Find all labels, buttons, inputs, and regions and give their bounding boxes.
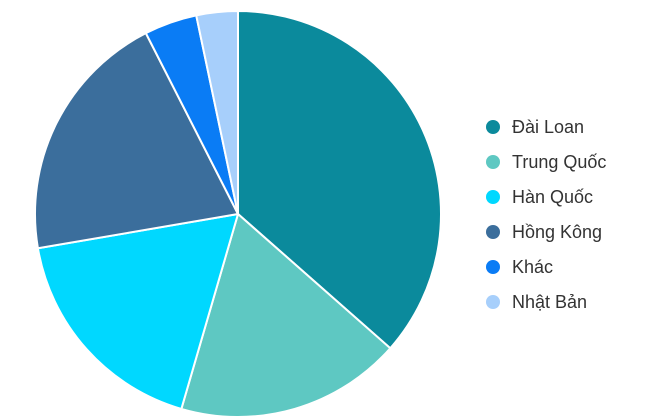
legend-item: Trung Quốc	[486, 150, 606, 174]
legend-item: Khác	[486, 255, 606, 279]
legend-item: Hàn Quốc	[486, 185, 606, 209]
legend-swatch	[486, 260, 500, 274]
pie-slice	[36, 213, 239, 410]
legend-item: Hồng Kông	[486, 220, 606, 244]
pie-slice	[33, 32, 239, 250]
legend-label: Nhật Bản	[512, 291, 588, 312]
legend-swatch	[486, 295, 500, 309]
legend-label: Hàn Quốc	[512, 186, 594, 207]
legend-label: Đài Loan	[512, 116, 585, 137]
legend-swatch	[486, 155, 500, 169]
pie-slice	[180, 213, 392, 417]
legend-item: Nhật Bản	[486, 290, 606, 314]
chart-legend: Đài Loan Trung Quốc Hàn Quốc Hồng Kông K…	[486, 115, 606, 314]
pie-slice	[195, 10, 239, 215]
pie-slice	[237, 10, 442, 350]
legend-swatch	[486, 190, 500, 204]
legend-label: Khác	[512, 256, 554, 277]
legend-item: Đài Loan	[486, 115, 606, 139]
legend-swatch	[486, 225, 500, 239]
legend-label: Hồng Kông	[512, 221, 603, 242]
legend-swatch	[486, 120, 500, 134]
pie-slices	[33, 10, 442, 417]
legend-label: Trung Quốc	[512, 151, 607, 172]
